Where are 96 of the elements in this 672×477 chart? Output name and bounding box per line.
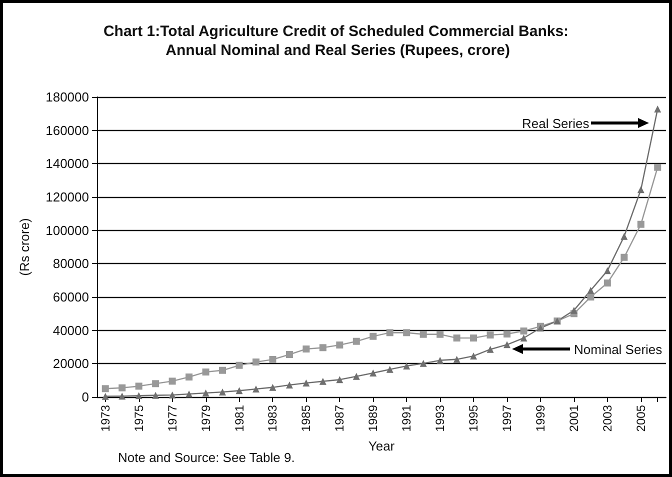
point xyxy=(470,334,478,342)
point xyxy=(319,344,326,352)
point xyxy=(336,342,344,348)
point xyxy=(420,360,427,367)
y-tick-label: 100000 xyxy=(46,222,89,238)
x-tick-label: 2005 xyxy=(634,404,648,432)
point xyxy=(302,346,310,352)
point xyxy=(637,186,644,194)
point xyxy=(252,358,260,366)
x-tick-label: 1989 xyxy=(366,404,380,432)
x-tick-label: 1993 xyxy=(433,404,448,432)
x-tick-label: 1991 xyxy=(400,404,414,432)
point xyxy=(118,384,126,392)
y-tick-label: 180000 xyxy=(46,90,89,104)
point xyxy=(654,164,662,171)
point xyxy=(186,390,193,398)
chart-title: Chart 1:Total Agriculture Credit of Scheduled Commercial Banks: Annual Nominal and Real Series (Rupees, crore) xyxy=(103,23,569,59)
point xyxy=(286,351,293,358)
point xyxy=(370,332,377,340)
point xyxy=(637,220,644,228)
point xyxy=(168,378,176,385)
x-tick-label: 1973 xyxy=(98,404,112,432)
x-tick-label: 1983 xyxy=(266,404,280,432)
point xyxy=(135,392,142,400)
point xyxy=(436,330,444,338)
point xyxy=(319,378,326,385)
point xyxy=(269,384,276,391)
point xyxy=(504,341,511,348)
x-tick-label: 1981 xyxy=(232,404,246,432)
x-tick-label: 1979 xyxy=(198,404,213,432)
point xyxy=(604,280,611,286)
point xyxy=(352,372,360,380)
point xyxy=(604,267,611,274)
point xyxy=(620,232,628,240)
point xyxy=(102,385,109,392)
point xyxy=(587,286,594,294)
point xyxy=(370,370,377,376)
point xyxy=(336,376,344,384)
x-tick-label: 2001 xyxy=(566,404,581,432)
y-tick-label: 140000 xyxy=(46,156,89,172)
point xyxy=(386,329,394,336)
point xyxy=(286,382,293,388)
point xyxy=(587,294,594,300)
point xyxy=(219,388,226,396)
annotation: Real Series xyxy=(522,116,590,130)
x-tick-label: 2003 xyxy=(600,404,614,432)
point xyxy=(520,334,528,342)
point xyxy=(570,306,578,314)
x-tick-label: 1975 xyxy=(132,404,146,432)
y-tick-label: 20000 xyxy=(52,356,89,372)
point xyxy=(236,362,243,369)
point xyxy=(352,338,360,345)
x-tick-label: 1997 xyxy=(500,404,514,432)
point xyxy=(470,352,478,360)
point xyxy=(152,380,160,388)
point xyxy=(403,362,410,370)
point xyxy=(252,386,260,392)
point xyxy=(219,366,226,374)
point xyxy=(118,392,126,400)
point xyxy=(269,356,276,363)
x-tick-label: 1995 xyxy=(466,404,481,432)
x-tick-label: 1985 xyxy=(299,404,314,432)
point xyxy=(486,346,494,353)
annotation: Nominal Series xyxy=(574,342,662,356)
point xyxy=(486,332,494,338)
point xyxy=(168,392,176,398)
y-axis-title: (Rs crore) xyxy=(17,218,32,276)
point xyxy=(302,380,310,386)
point xyxy=(453,334,460,342)
x-tick-label: 1987 xyxy=(332,404,347,432)
point xyxy=(135,382,142,390)
x-tick-label: 1977 xyxy=(165,404,180,432)
x-axis-title: Year xyxy=(368,438,396,454)
y-tick-label: 160000 xyxy=(46,122,89,138)
text: Note and Source: See Table 9. xyxy=(118,450,295,465)
x-tick-label: 1999 xyxy=(533,404,548,432)
point xyxy=(102,392,109,400)
point xyxy=(453,356,460,363)
point xyxy=(202,368,210,376)
point xyxy=(152,392,160,399)
point xyxy=(186,374,193,380)
y-tick-label: 120000 xyxy=(46,190,89,204)
y-tick-label: 80000 xyxy=(52,256,89,272)
point xyxy=(420,330,427,338)
point xyxy=(436,356,444,364)
y-tick-label: 0 xyxy=(82,390,89,404)
point xyxy=(520,328,528,334)
point xyxy=(403,329,410,336)
point xyxy=(236,387,243,394)
point xyxy=(504,330,511,338)
y-tick-label: 60000 xyxy=(52,290,89,304)
y-tick-label: 40000 xyxy=(52,322,89,338)
point xyxy=(620,254,628,261)
point xyxy=(202,390,210,396)
point xyxy=(654,106,662,112)
point xyxy=(386,366,394,373)
